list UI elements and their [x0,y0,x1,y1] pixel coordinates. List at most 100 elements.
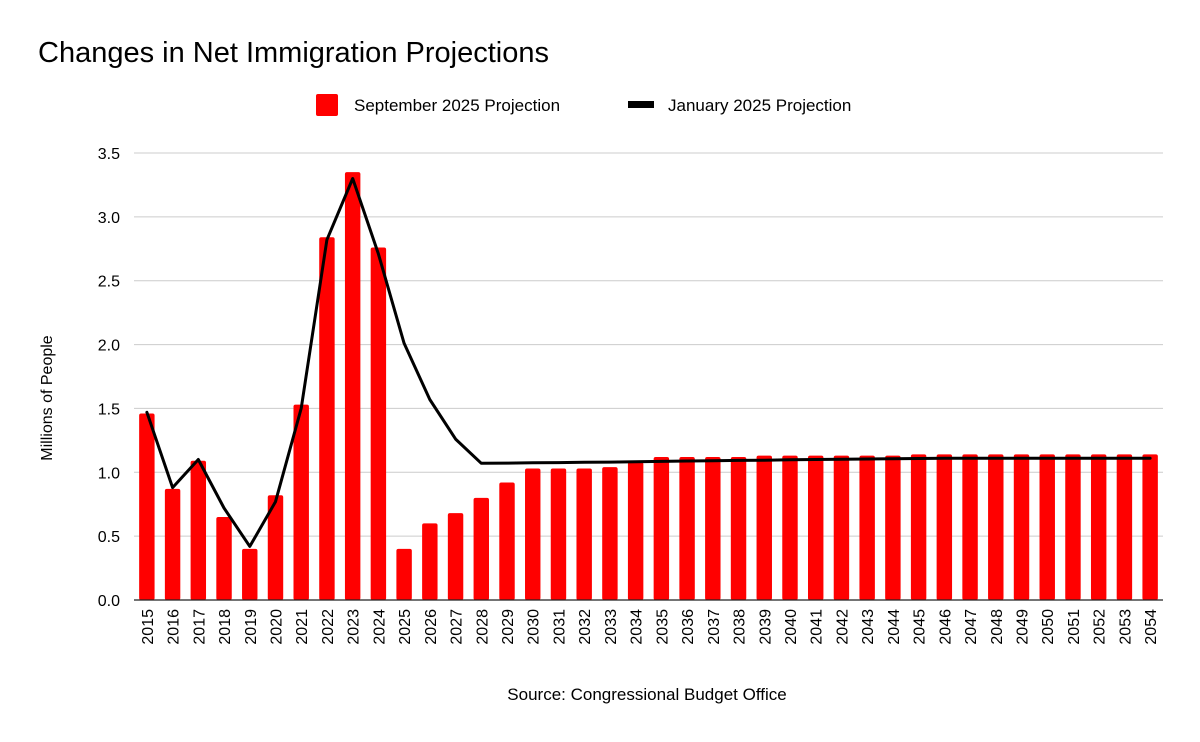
bar-2022 [319,237,335,600]
x-tick-label: 2052 [1092,609,1109,645]
x-tick-label: 2025 [397,609,414,645]
source-note: Source: Congressional Budget Office [507,685,786,704]
x-tick-label: 2020 [268,609,285,645]
bar-2023 [344,172,361,600]
x-tick-labels: 2015 2016 2017 2018 2019 2020 2021 2022 2023 2024… [140,609,1160,645]
x-tick-label: 2050 [1040,609,1057,645]
x-tick-label: 2054 [1143,609,1160,645]
x-tick-label: 2018 [217,609,234,645]
bar-2045 [910,454,927,600]
line-january [145,177,1152,548]
legend-label-january: January 2025 Projection [668,96,851,115]
bar-2019 [242,548,258,600]
y-tick-label: 1.0 [98,465,120,482]
chart-title: Changes in Net Immigration Projections [38,37,549,69]
x-tick-label: 2039 [757,609,774,645]
x-tick-label: 2045 [912,609,929,645]
bar-2052 [1090,454,1107,600]
x-tick-label: 2024 [371,609,388,645]
bar-2036 [679,456,695,600]
x-tick-label: 2017 [191,609,208,645]
x-tick-label: 2021 [294,609,311,645]
y-axis-label: Millions of People [39,335,56,461]
x-tick-label: 2035 [654,609,671,645]
x-tick-label: 2027 [449,609,466,645]
legend-swatch-january [628,101,654,108]
x-tick-label: 2032 [577,609,594,645]
x-tick-label: 2036 [680,609,697,645]
bar-2034 [627,462,644,600]
y-tick-label: 1.5 [98,401,120,418]
bar-2021 [293,404,309,600]
bar-2048 [988,454,1004,600]
x-tick-label: 2030 [526,609,543,645]
legend-swatch-september [316,94,338,116]
bar-2041 [807,455,824,600]
x-tick-label: 2031 [551,609,568,645]
x-tick-label: 2028 [474,609,491,645]
y-tick-label: 3.0 [98,210,120,227]
bar-2015 [139,413,155,600]
x-tick-label: 2044 [886,609,903,645]
bar-2028 [473,497,490,600]
bar-2029 [499,482,515,600]
x-tick-label: 2026 [423,609,440,645]
bar-2050 [1039,454,1055,600]
x-tick-label: 2043 [860,609,877,645]
bar-2054 [1142,454,1158,600]
x-tick-label: 2022 [320,609,337,645]
bar-2042 [833,455,850,600]
x-tick-label: 2040 [783,609,800,645]
bar-2031 [550,468,567,600]
x-tick-label: 2029 [500,609,517,645]
x-tick-label: 2037 [706,609,723,645]
x-tick-label: 2023 [346,609,363,645]
legend: September 2025 Projection January 2025 P… [316,94,851,116]
bar-2017 [190,460,207,600]
bar-2043 [859,455,875,600]
bar-2049 [1013,454,1030,600]
y-tick-label: 0.5 [98,529,120,546]
y-tick-label: 0.0 [98,593,120,610]
x-tick-label: 2033 [603,609,620,645]
bar-2026 [422,523,438,600]
legend-label-september: September 2025 Projection [354,96,560,115]
y-tick-labels: 0.0 0.5 1.0 1.5 2.0 2.5 3.0 3.5 [98,146,120,610]
bar-2027 [447,513,464,600]
bars-september [139,172,1158,600]
x-tick-label: 2041 [809,609,826,645]
bar-2038 [730,456,747,600]
gridlines [134,152,1163,537]
x-tick-label: 2038 [732,609,749,645]
y-tick-label: 2.0 [98,338,120,355]
bar-2032 [576,468,592,600]
x-tick-label: 2049 [1015,609,1032,645]
y-tick-label: 3.5 [98,146,120,163]
x-tick-label: 2016 [166,609,183,645]
x-tick-label: 2048 [989,609,1006,645]
bar-2051 [1065,454,1081,600]
x-tick-label: 2046 [937,609,954,645]
bar-2020 [267,495,284,600]
bar-2025 [396,548,412,600]
x-tick-label: 2019 [243,609,260,645]
bar-2018 [216,516,232,600]
bar-2039 [756,455,772,600]
y-tick-label: 2.5 [98,274,120,291]
bar-2046 [936,454,953,600]
bar-2044 [885,455,901,600]
bar-2016 [164,488,181,600]
bar-2040 [782,455,798,600]
x-tick-label: 2042 [834,609,851,645]
bar-2053 [1116,454,1133,600]
bar-2024 [370,247,387,600]
line-january-path [145,177,1152,548]
x-tick-label: 2047 [963,609,980,645]
x-tick-label: 2034 [629,609,646,645]
bar-2033 [602,467,618,600]
x-tick-label: 2015 [140,609,157,645]
bar-2047 [962,454,978,600]
x-tick-label: 2051 [1066,609,1083,645]
bar-2030 [525,468,541,600]
